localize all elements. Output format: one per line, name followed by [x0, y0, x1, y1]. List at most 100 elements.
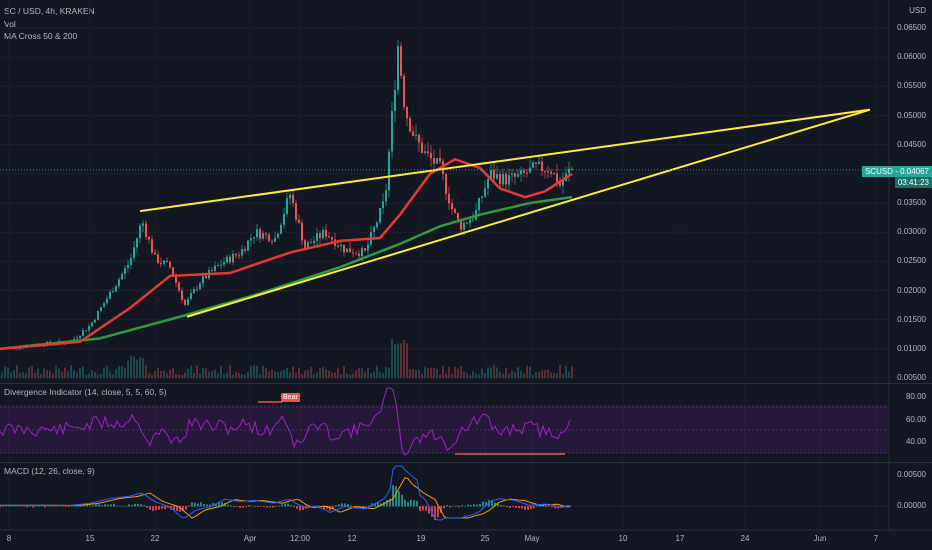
volume-bar — [61, 371, 63, 378]
candle-body — [166, 260, 168, 263]
volume-bar — [397, 343, 399, 378]
macd-histogram-bar — [263, 506, 265, 507]
macd-histogram-bar — [266, 506, 268, 508]
candle-body — [514, 173, 516, 177]
candle-body — [349, 248, 351, 253]
macd-histogram-bar — [155, 506, 157, 511]
pane-separator[interactable] — [0, 383, 932, 384]
macd-histogram-bar — [23, 506, 25, 507]
rsi-tick-40: 40.00 — [905, 437, 926, 446]
volume-bar — [439, 374, 441, 378]
time-tick-label: 12:00 — [289, 534, 311, 543]
pane-separator[interactable] — [0, 462, 932, 463]
macd-histogram-bar — [377, 502, 379, 507]
macd-histogram-bar — [128, 504, 130, 507]
macd-histogram-bar — [47, 505, 49, 507]
macd-histogram-bar — [503, 505, 505, 507]
volume-bar — [55, 365, 57, 378]
macd-histogram-bar — [215, 503, 217, 507]
volume-bar — [352, 373, 354, 378]
volume-bar — [424, 367, 426, 378]
macd-histogram-bar — [149, 506, 151, 510]
macd-histogram-bar — [140, 504, 142, 507]
volume-bar — [34, 372, 36, 378]
candle-body — [226, 256, 228, 263]
macd-histogram-bar — [71, 506, 73, 507]
candle-body — [265, 233, 267, 235]
macd-histogram-bar — [365, 506, 367, 507]
volume-bar — [181, 374, 183, 378]
candle-body — [562, 181, 564, 186]
macd-histogram-bar — [488, 500, 490, 507]
volume-bar — [505, 367, 507, 378]
macd-histogram-bar — [293, 506, 295, 508]
macd-histogram-bar — [353, 506, 355, 507]
volume-bar — [376, 365, 378, 378]
candle-body — [469, 219, 471, 224]
candle-body — [112, 291, 114, 293]
macd-histogram-bar — [164, 506, 166, 510]
candle-body — [160, 262, 162, 264]
volume-bar — [523, 373, 525, 378]
volume-bar — [118, 365, 120, 378]
candle-body — [241, 249, 243, 256]
volume-bar — [520, 370, 522, 378]
volume-bar — [262, 365, 264, 378]
candle-body — [568, 168, 570, 174]
volume-bar — [265, 367, 267, 378]
macd-histogram-bar — [68, 506, 70, 507]
volume-bar — [487, 367, 489, 378]
volume-bar — [436, 368, 438, 378]
symbol-price-tag: SCUSD - 0.04067 — [861, 166, 932, 177]
candle-body — [355, 253, 357, 255]
candle-body — [244, 249, 246, 251]
macd-histogram-bar — [146, 506, 148, 508]
rsi-tick-60: 60.00 — [905, 415, 926, 424]
candle-body — [277, 233, 279, 238]
candle-body — [403, 75, 405, 107]
macd-histogram-bar — [191, 502, 193, 507]
volume-bar — [445, 373, 447, 378]
volume-bar — [385, 366, 387, 378]
volume-bar — [19, 373, 21, 378]
macd-histogram-bar — [209, 504, 211, 507]
macd-histogram-bar — [20, 505, 22, 507]
macd-histogram-bar — [497, 503, 499, 507]
macd-histogram-bar — [182, 506, 184, 512]
macd-histogram-bar — [551, 506, 553, 508]
volume-bar — [499, 371, 501, 378]
macd-histogram-bar — [482, 501, 484, 507]
macd-histogram-bar — [86, 504, 88, 507]
volume-bar — [70, 365, 72, 378]
macd-histogram-bar — [473, 504, 475, 507]
candle-body — [184, 299, 186, 305]
volume-bar — [190, 365, 192, 378]
volume-bar — [364, 371, 366, 378]
candle-body — [505, 173, 507, 185]
candle-body — [304, 240, 306, 248]
macd-histogram-bar — [470, 505, 472, 507]
candle-body — [100, 307, 102, 312]
volume-bar — [466, 373, 468, 378]
macd-histogram-bar — [11, 505, 13, 507]
volume-bar — [292, 366, 294, 378]
ma50-line — [0, 157, 573, 351]
macd-histogram-bar — [542, 505, 544, 507]
volume-bar — [463, 371, 465, 378]
candle-body — [361, 247, 363, 257]
candle-body — [553, 173, 555, 175]
macd-histogram-bar — [194, 502, 196, 507]
candle-body — [127, 264, 129, 269]
macd-histogram-bar — [446, 505, 448, 507]
macd-histogram-bar — [323, 506, 325, 510]
macd-histogram-bar — [95, 504, 97, 507]
time-tick-label: 10 — [618, 534, 628, 543]
volume-bar — [304, 370, 306, 378]
macd-histogram-bar — [515, 506, 517, 508]
macd-histogram-bar — [242, 506, 244, 508]
candle-body — [427, 151, 429, 154]
volume-bar — [529, 366, 531, 378]
candle-body — [388, 151, 390, 191]
candle-body — [400, 46, 402, 76]
